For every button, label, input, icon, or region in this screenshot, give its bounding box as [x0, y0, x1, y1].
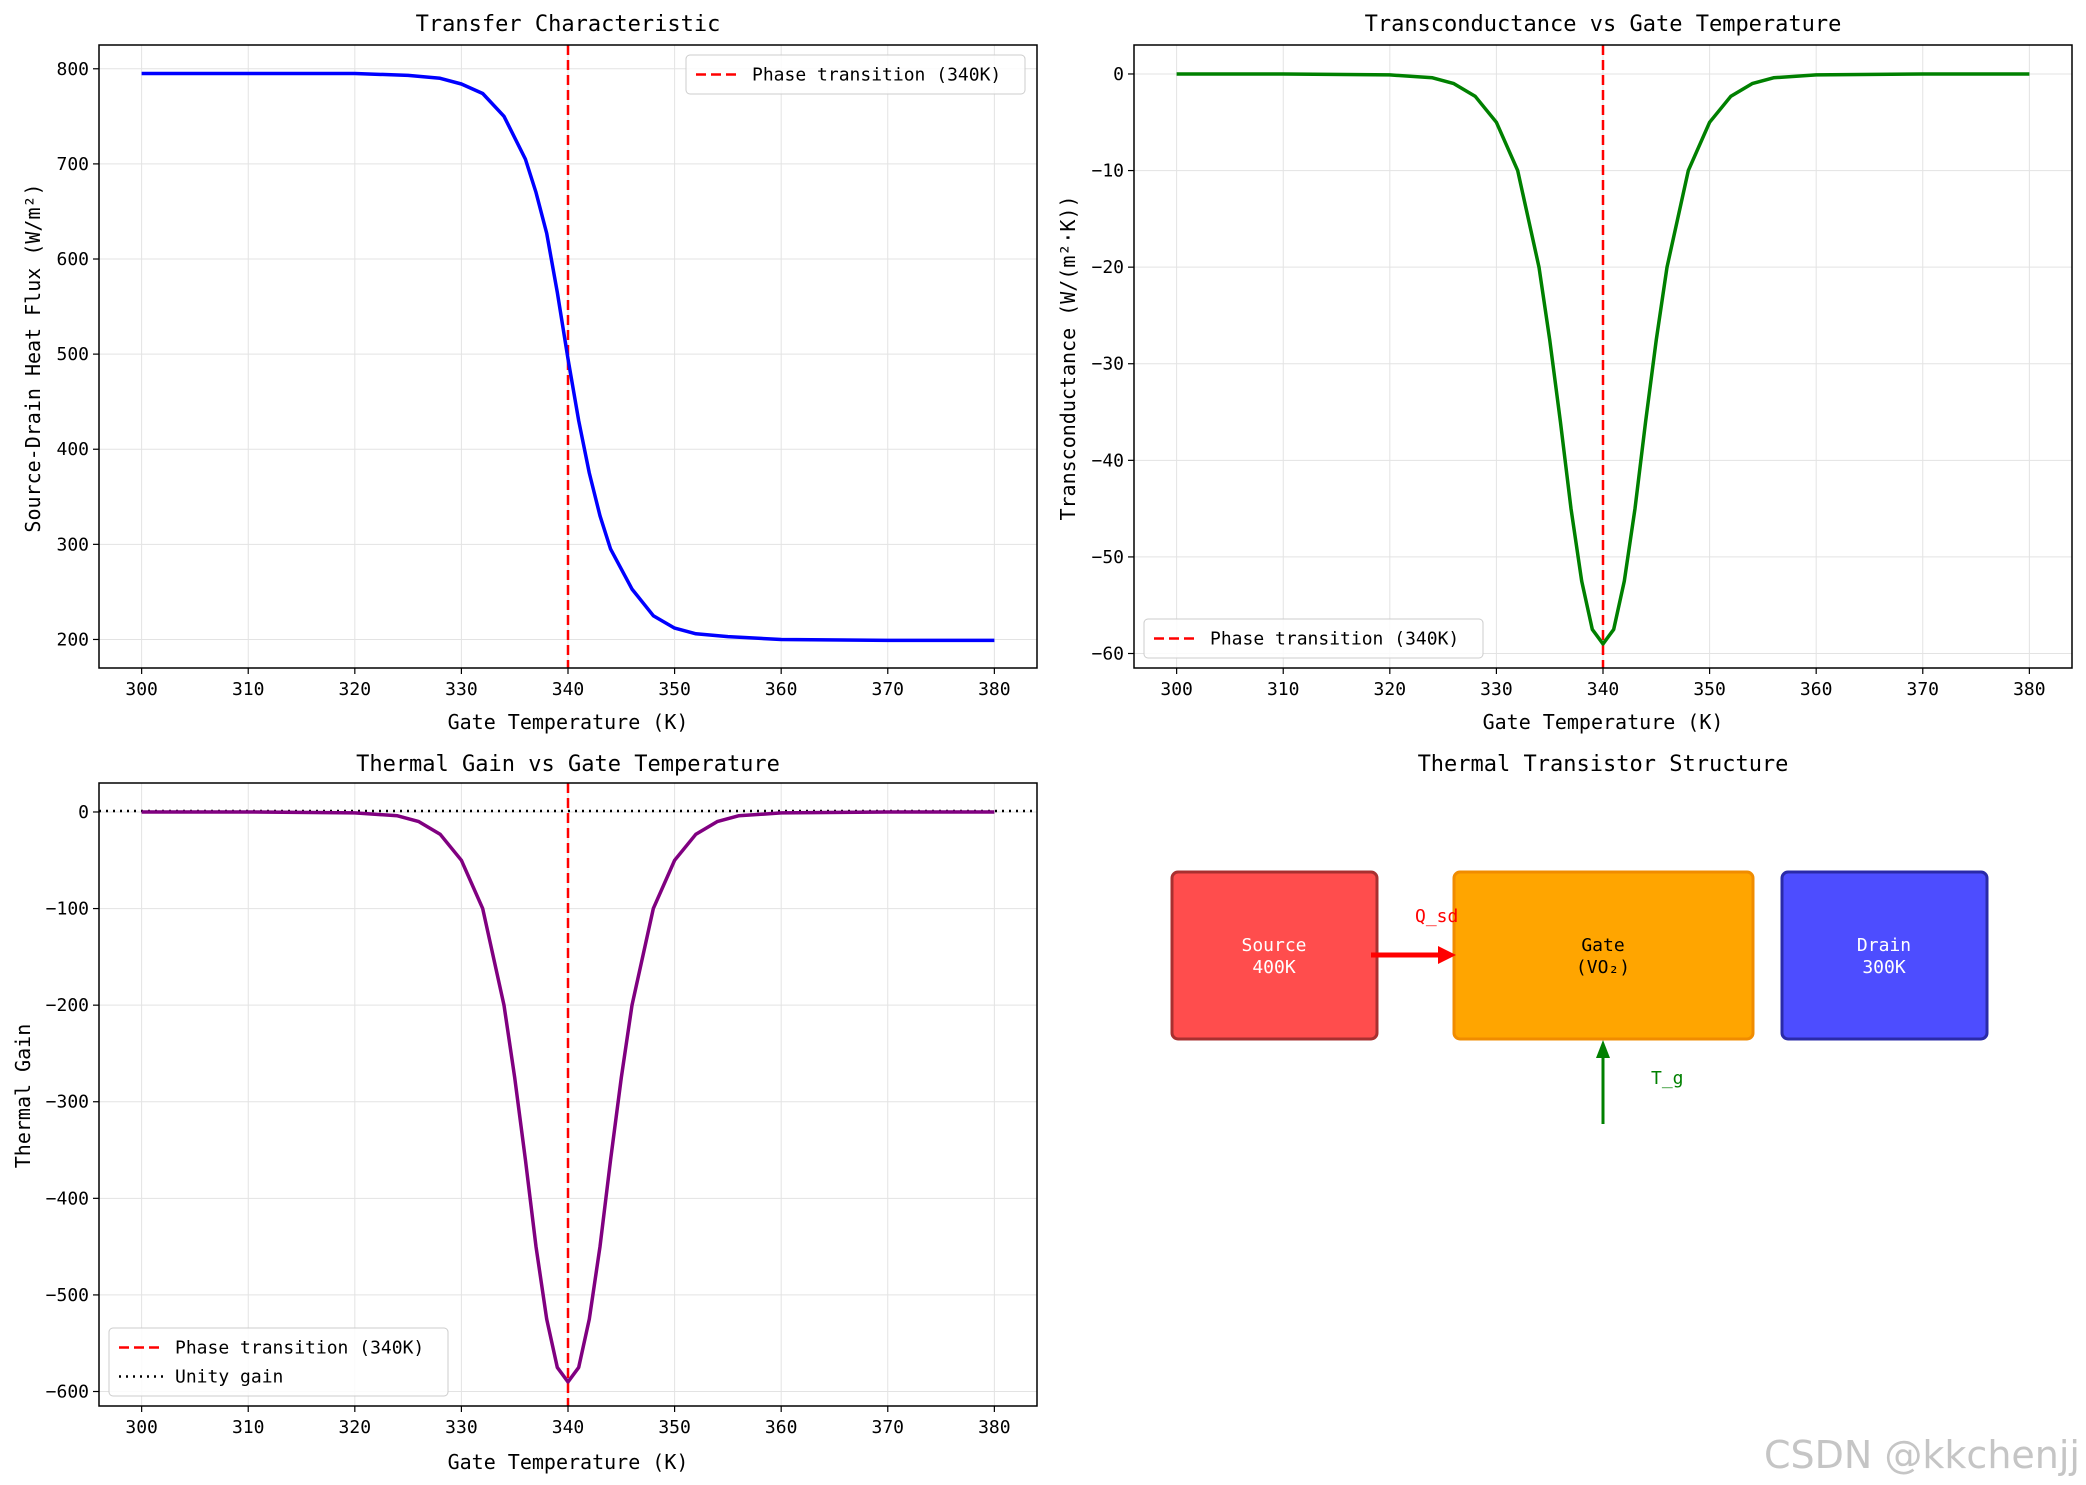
x-tick-label: 340: [552, 679, 585, 700]
heat-flux-arrow-label: Q_sd: [1415, 906, 1458, 927]
y-tick-label: 300: [56, 534, 89, 555]
series-lines: [1176, 72, 2030, 646]
y-tick-label: −60: [1091, 644, 1124, 665]
x-tick-label: 320: [339, 679, 372, 700]
data-line: [1176, 72, 2030, 646]
series-lines: [141, 810, 995, 1384]
y-tick-label: 500: [56, 344, 89, 365]
legend: Phase transition (340K): [1143, 618, 1484, 659]
series-lines: [141, 71, 995, 643]
x-tick-label: 350: [658, 679, 691, 700]
x-tick-label: 340: [1587, 679, 1620, 700]
y-tick-label: 200: [56, 629, 89, 650]
panel-title: Transfer Characteristic: [416, 12, 721, 37]
x-tick-label: 310: [1267, 679, 1300, 700]
x-tick-label: 350: [1693, 679, 1726, 700]
legend: Phase transition (340K): [685, 54, 1026, 95]
gate-temperature-arrow-label: T_g: [1651, 1068, 1684, 1089]
x-tick-label: 360: [1800, 679, 1833, 700]
thermal-transistor-structure-panel: Thermal Transistor Structure Source 400K…: [1170, 752, 1989, 1124]
source-block: Source 400K: [1170, 870, 1379, 1041]
x-tick-label: 380: [978, 1417, 1011, 1438]
x-tick-label: 360: [765, 679, 798, 700]
data-line: [141, 810, 995, 1384]
legend-label: Phase transition (340K): [175, 1338, 424, 1359]
x-tick-label: 380: [978, 679, 1011, 700]
x-tick-label: 300: [1160, 679, 1193, 700]
y-tick-label: 600: [56, 249, 89, 270]
x-axis-title: Gate Temperature (K): [448, 710, 689, 734]
y-axis-title: Thermal Gain: [11, 1024, 35, 1169]
data-line: [141, 71, 995, 643]
drain-block-temperature: 300K: [1862, 957, 1906, 978]
gate-block-material: (VO₂): [1576, 957, 1630, 978]
panel-title: Transconductance vs Gate Temperature: [1365, 12, 1842, 37]
thermal-gain-panel: Thermal Gain vs Gate Temperature Gate Te…: [11, 752, 1038, 1474]
y-tick-label: 700: [56, 154, 89, 175]
y-tick-label: −400: [46, 1188, 89, 1209]
x-axis-title: Gate Temperature (K): [448, 1450, 689, 1474]
source-block-label: Source: [1241, 935, 1306, 956]
gate-block: Gate (VO₂): [1452, 870, 1755, 1041]
transconductance-panel: Transconductance vs Gate Temperature Gat…: [1056, 12, 2073, 734]
legend-label: Phase transition (340K): [752, 65, 1001, 86]
x-tick-label: 380: [2013, 679, 2046, 700]
y-tick-label: −30: [1091, 354, 1124, 375]
x-tick-label: 300: [125, 679, 158, 700]
y-tick-label: 400: [56, 439, 89, 460]
y-tick-label: −300: [46, 1092, 89, 1113]
x-tick-label: 330: [1480, 679, 1513, 700]
x-tick-label: 310: [232, 1417, 265, 1438]
transfer-characteristic-panel: Transfer Characteristic Gate Temperature…: [21, 12, 1038, 734]
y-axis-title: Source-Drain Heat Flux (W/m²): [21, 183, 45, 532]
y-axis-title: Transconductance (W/(m²·K)): [1056, 195, 1080, 520]
y-tick-label: −10: [1091, 161, 1124, 182]
y-tick-label: −500: [46, 1285, 89, 1306]
x-axis-title: Gate Temperature (K): [1483, 710, 1724, 734]
x-tick-label: 360: [765, 1417, 798, 1438]
ticks: 300 310 320 330 340 350 360 370 380 0 −100 −200 −300…: [46, 802, 1011, 1438]
drain-block: Drain 300K: [1780, 870, 1989, 1041]
x-tick-label: 350: [658, 1417, 691, 1438]
panel-title: Thermal Gain vs Gate Temperature: [356, 752, 780, 777]
x-tick-label: 340: [552, 1417, 585, 1438]
x-tick-label: 320: [339, 1417, 372, 1438]
y-tick-label: −40: [1091, 450, 1124, 471]
heat-flux-arrow: Q_sd: [1371, 906, 1458, 964]
y-tick-label: 0: [1113, 64, 1124, 85]
y-tick-label: −200: [46, 995, 89, 1016]
reference-lines: [99, 783, 1037, 1406]
diagram-title: Thermal Transistor Structure: [1418, 752, 1789, 777]
legend-label: Phase transition (340K): [1210, 629, 1459, 650]
y-tick-label: −600: [46, 1382, 89, 1403]
ticks: 300 310 320 330 340 350 360 370 380 200 300 400 500 6…: [56, 59, 1010, 700]
x-tick-label: 370: [1907, 679, 1940, 700]
watermark: CSDN @kkchenjj: [1764, 1433, 2080, 1477]
ticks: 300 310 320 330 340 350 360 370 380 0 −10 −20 −30 −40…: [1091, 64, 2045, 700]
legend-box: [685, 54, 1026, 95]
source-block-temperature: 400K: [1252, 957, 1296, 978]
x-tick-label: 370: [872, 1417, 905, 1438]
y-tick-label: −50: [1091, 547, 1124, 568]
y-tick-label: −20: [1091, 257, 1124, 278]
x-tick-label: 320: [1374, 679, 1407, 700]
legend-box: [108, 1327, 449, 1397]
x-tick-label: 330: [445, 679, 478, 700]
gate-block-label: Gate: [1581, 935, 1624, 956]
gate-temperature-arrow: T_g: [1596, 1040, 1684, 1124]
legend-label: Unity gain: [175, 1367, 283, 1388]
drain-block-label: Drain: [1857, 935, 1911, 956]
x-tick-label: 370: [872, 679, 905, 700]
y-tick-label: 0: [78, 802, 89, 823]
x-tick-label: 330: [445, 1417, 478, 1438]
legend-box: [1143, 618, 1484, 659]
y-tick-label: −100: [46, 899, 89, 920]
x-tick-label: 310: [232, 679, 265, 700]
x-tick-label: 300: [125, 1417, 158, 1438]
y-tick-label: 800: [56, 59, 89, 80]
legend: Phase transition (340K) Unity gain: [108, 1327, 449, 1397]
